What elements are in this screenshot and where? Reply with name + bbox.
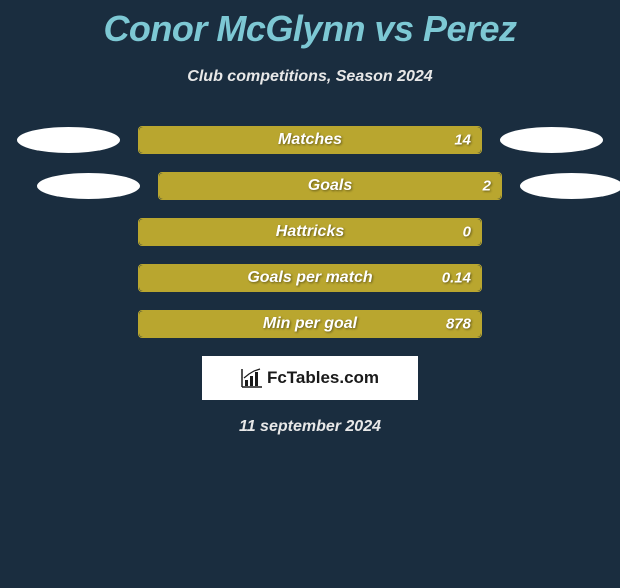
stat-value: 0 xyxy=(463,224,471,241)
stat-row: Matches 14 xyxy=(0,126,620,154)
stat-bar: Hattricks 0 xyxy=(138,218,482,246)
stat-row: Goals per match 0.14 xyxy=(0,264,620,292)
stat-value: 14 xyxy=(454,132,471,149)
stat-label: Goals xyxy=(308,177,352,195)
comparison-chart: Matches 14 Goals 2 Hattricks 0 Goals per match… xyxy=(0,126,620,338)
chart-icon xyxy=(241,368,263,388)
ellipse-spacer xyxy=(17,311,120,337)
right-ellipse xyxy=(520,173,620,199)
stat-label: Goals per match xyxy=(247,269,372,287)
logo-text: FcTables.com xyxy=(267,368,379,388)
page-title: Conor McGlynn vs Perez xyxy=(0,8,620,50)
date-text: 11 september 2024 xyxy=(0,418,620,436)
stat-bar: Min per goal 878 xyxy=(138,310,482,338)
stat-value: 2 xyxy=(483,178,491,195)
ellipse-spacer xyxy=(17,265,120,291)
stat-label: Matches xyxy=(278,131,342,149)
logo: FcTables.com xyxy=(241,368,379,388)
stat-label: Min per goal xyxy=(263,315,357,333)
stat-row: Min per goal 878 xyxy=(0,310,620,338)
logo-box: FcTables.com xyxy=(202,356,418,400)
stat-row: Hattricks 0 xyxy=(0,218,620,246)
stat-bar: Goals 2 xyxy=(158,172,502,200)
stat-bar: Matches 14 xyxy=(138,126,482,154)
stat-label: Hattricks xyxy=(276,223,344,241)
subtitle: Club competitions, Season 2024 xyxy=(0,68,620,86)
ellipse-spacer xyxy=(17,219,120,245)
right-ellipse xyxy=(500,127,603,153)
left-ellipse xyxy=(17,127,120,153)
stat-value: 878 xyxy=(446,316,471,333)
ellipse-spacer xyxy=(500,265,603,291)
stat-bar: Goals per match 0.14 xyxy=(138,264,482,292)
left-ellipse xyxy=(37,173,140,199)
ellipse-spacer xyxy=(500,219,603,245)
stat-row: Goals 2 xyxy=(0,172,620,200)
ellipse-spacer xyxy=(500,311,603,337)
stat-value: 0.14 xyxy=(442,270,471,287)
